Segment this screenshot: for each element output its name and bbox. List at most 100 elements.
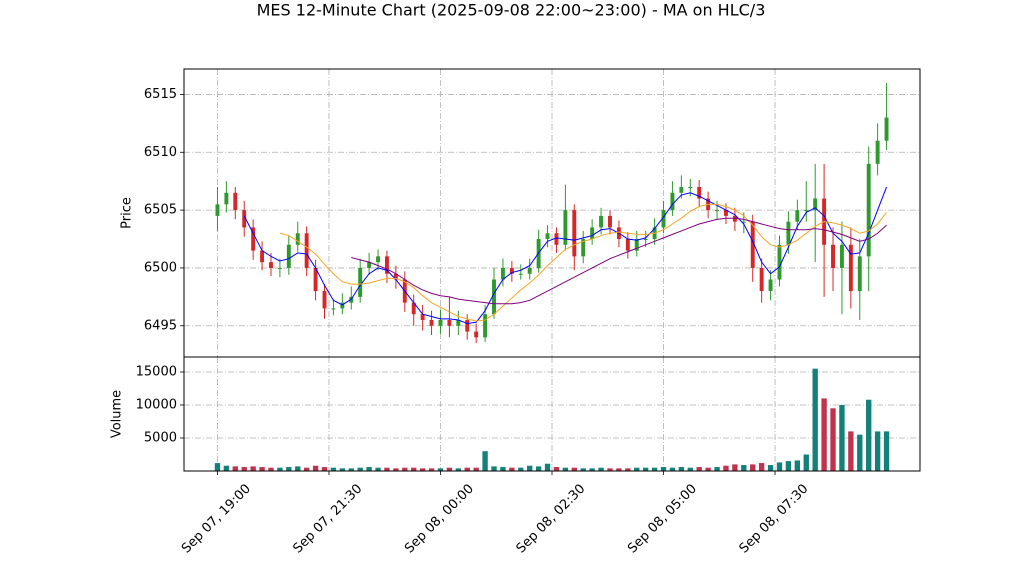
- candle-body: [313, 267, 318, 292]
- x-tick-label: Sep 08, 05:00: [625, 482, 700, 557]
- x-tick-label: Sep 07, 19:00: [179, 482, 254, 557]
- volume-bar: [402, 467, 408, 471]
- candle-body: [286, 244, 291, 268]
- candle-body: [411, 302, 416, 315]
- candle-body: [697, 186, 702, 199]
- candle-body: [295, 233, 300, 245]
- volume-bar: [375, 467, 381, 471]
- candle-body: [563, 210, 568, 245]
- candle-body: [768, 279, 773, 292]
- candle-body: [447, 319, 452, 326]
- volume-bar: [286, 467, 292, 471]
- volume-bar: [812, 368, 818, 471]
- volume-bar: [660, 467, 667, 471]
- volume-bar: [491, 466, 497, 471]
- candle-body: [759, 267, 764, 292]
- volume-bar: [598, 467, 604, 471]
- volume-bar: [437, 468, 444, 471]
- candle-body: [741, 221, 746, 223]
- candle-body: [857, 256, 862, 292]
- y-tick-label: 6500: [144, 260, 177, 275]
- volume-frame: [183, 356, 921, 472]
- plot-layer: Sep 07, 19:00 Sep 07, 21:30 Sep 08, 00:00 S…: [136, 69, 920, 556]
- volume-bar: [241, 467, 247, 471]
- volume-bar: [750, 464, 756, 471]
- candle-body: [340, 302, 345, 309]
- candle-body: [831, 244, 835, 268]
- candle-body: [456, 319, 461, 326]
- candle-body: [679, 186, 684, 193]
- candle-body: [251, 227, 256, 251]
- volume-bar: [616, 468, 622, 471]
- ma-line: [243, 186, 888, 324]
- candle-body: [866, 163, 871, 257]
- volume-bar: [651, 467, 658, 471]
- candle-body: [420, 314, 425, 320]
- volume-bar: [830, 408, 836, 471]
- volume-bar: [866, 399, 872, 471]
- volume-tick-label: 5000: [144, 430, 177, 445]
- volume-bar: [732, 464, 738, 471]
- x-tick-label: Sep 07, 21:30: [291, 482, 366, 557]
- volume-bar: [580, 468, 586, 471]
- volume-bar: [384, 467, 390, 471]
- candle-body: [643, 239, 648, 241]
- candle-body: [269, 262, 273, 268]
- volume-bar: [268, 467, 274, 471]
- candle-body: [429, 319, 434, 326]
- x-tick-label: Sep 08, 00:00: [402, 482, 477, 557]
- x-tick-label: Sep 08, 02:30: [514, 482, 589, 557]
- candle-body: [518, 273, 523, 275]
- candle-body: [492, 279, 496, 315]
- candle-body: [634, 239, 639, 251]
- volume-bar: [428, 468, 435, 471]
- candle-body: [465, 319, 470, 332]
- volume-bar: [223, 465, 230, 471]
- volume-bar: [607, 468, 613, 471]
- candle-body: [483, 314, 488, 338]
- candle-body: [224, 192, 229, 205]
- candle-body: [474, 331, 479, 338]
- y-tick-label: 6505: [144, 203, 177, 218]
- candle-body: [572, 210, 577, 257]
- candle-body: [304, 233, 309, 268]
- volume-bar: [562, 467, 569, 471]
- volume-bar: [642, 467, 649, 471]
- candle-body: [376, 256, 380, 263]
- volume-bar: [464, 467, 470, 471]
- volume-tick-label: 10000: [136, 397, 177, 412]
- candle-body: [599, 215, 604, 228]
- volume-bar: [259, 467, 265, 471]
- volume-bar: [553, 467, 560, 471]
- x-tick-label: Sep 08, 07:30: [737, 482, 812, 557]
- candle-body: [233, 192, 238, 211]
- volume-bar: [339, 468, 346, 471]
- volume-bar: [518, 467, 524, 471]
- candle-body: [750, 221, 755, 268]
- volume-axis-label: Volume: [110, 390, 125, 438]
- candle-body: [777, 244, 782, 280]
- volume-bar: [527, 465, 533, 471]
- volume-bar: [821, 398, 827, 471]
- volume-bar: [705, 467, 711, 471]
- candle-body: [545, 233, 550, 240]
- volume-bar: [357, 467, 363, 471]
- volume-bar: [678, 467, 685, 471]
- candle-body: [884, 117, 889, 141]
- volume-bar: [794, 460, 801, 471]
- volume-bar: [857, 434, 863, 471]
- candle-body: [786, 221, 791, 245]
- volume-bar: [330, 467, 337, 471]
- y-tick-label: 6495: [144, 318, 177, 333]
- candle-body: [500, 267, 505, 280]
- candle-body: [215, 204, 220, 216]
- volume-bar: [232, 466, 238, 471]
- candle-body: [527, 267, 532, 274]
- candle-body: [590, 227, 595, 240]
- volume-bar: [839, 404, 845, 471]
- volume-bar: [767, 465, 774, 471]
- volume-bar: [277, 467, 283, 471]
- y-tick-label: 6510: [144, 145, 177, 160]
- volume-bar: [848, 431, 854, 471]
